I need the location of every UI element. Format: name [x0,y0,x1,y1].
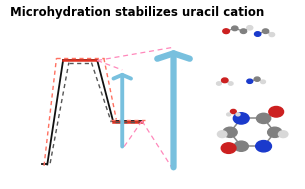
Circle shape [268,127,282,137]
Circle shape [247,79,253,83]
Circle shape [217,82,221,85]
Circle shape [234,141,248,151]
Circle shape [260,80,265,84]
Circle shape [223,29,229,34]
Circle shape [257,113,271,123]
Circle shape [236,113,240,116]
Circle shape [262,29,269,33]
Circle shape [221,143,236,153]
Circle shape [254,32,261,36]
Circle shape [233,113,249,124]
Circle shape [254,77,260,81]
Circle shape [221,78,228,83]
Circle shape [256,141,271,152]
Circle shape [231,26,238,31]
Circle shape [278,131,288,138]
Circle shape [217,131,227,138]
Circle shape [247,26,253,30]
Circle shape [228,82,233,85]
Circle shape [240,29,247,33]
Circle shape [269,33,274,37]
Text: Microhydration stabilizes uracil cation: Microhydration stabilizes uracil cation [9,6,264,19]
Circle shape [231,109,236,114]
Circle shape [223,127,237,137]
Circle shape [227,113,231,116]
Circle shape [269,106,284,117]
